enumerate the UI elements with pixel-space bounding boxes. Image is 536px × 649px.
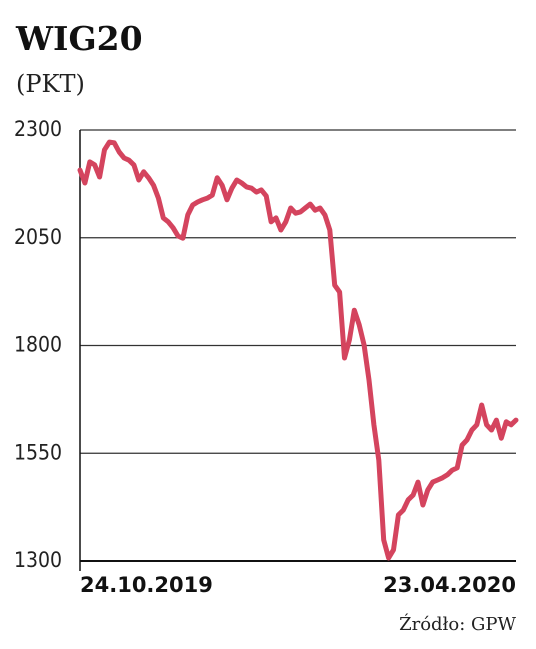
x-tick-label: 23.04.2020 [383,573,516,597]
y-tick-label: 2050 [14,225,62,249]
x-tick-label: 24.10.2019 [80,573,213,597]
source: Źródło: GPW [399,612,516,635]
y-tick-label: 1550 [14,440,62,464]
y-tick-label: 2300 [14,117,62,141]
y-tick-label: 1300 [14,548,62,572]
chart-title: WIG20 [15,19,143,58]
chart-subtitle: (PKT) [16,70,85,98]
data-line [77,139,519,561]
y-tick-label: 1800 [14,333,62,357]
